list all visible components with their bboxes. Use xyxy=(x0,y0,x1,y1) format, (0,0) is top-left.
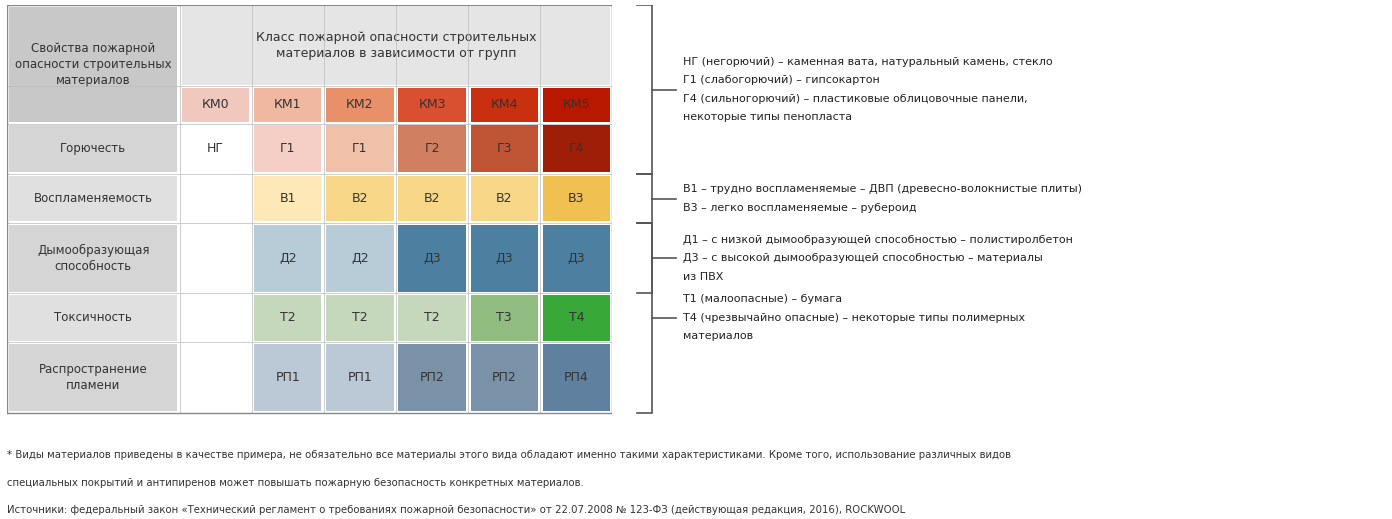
Text: КМ1: КМ1 xyxy=(274,99,302,112)
Text: Дымообразующая
способность: Дымообразующая способность xyxy=(38,244,149,273)
Text: материалов: материалов xyxy=(683,331,753,342)
Bar xyxy=(543,176,610,222)
Bar xyxy=(470,126,537,172)
Text: Свойства пожарной
опасности строительных
материалов: Свойства пожарной опасности строительных… xyxy=(15,42,171,87)
Bar xyxy=(10,126,177,172)
Bar xyxy=(398,176,466,222)
Text: КМ4: КМ4 xyxy=(490,99,518,112)
Text: Т1 (малоопасные) – бумага: Т1 (малоопасные) – бумага xyxy=(683,294,842,305)
Bar xyxy=(398,225,466,292)
Text: В2: В2 xyxy=(496,192,512,205)
Bar xyxy=(255,344,322,411)
Text: РП4: РП4 xyxy=(564,371,589,384)
Bar xyxy=(398,344,466,411)
Bar xyxy=(10,225,177,292)
Text: Т2: Т2 xyxy=(280,311,295,324)
Text: РП2: РП2 xyxy=(491,371,516,384)
Bar xyxy=(470,88,537,122)
Text: Д2: Д2 xyxy=(351,252,369,265)
Bar xyxy=(255,295,322,340)
Text: КМ2: КМ2 xyxy=(347,99,373,112)
Text: некоторые типы пенопласта: некоторые типы пенопласта xyxy=(683,112,852,122)
Bar xyxy=(543,344,610,411)
Text: В1: В1 xyxy=(280,192,296,205)
Text: Т2: Т2 xyxy=(425,311,440,324)
Bar xyxy=(470,344,537,411)
Text: Д1 – с низкой дымообразующей способностью – полистиролбетон: Д1 – с низкой дымообразующей способность… xyxy=(683,235,1073,245)
Bar xyxy=(326,88,394,122)
Text: Г1: Г1 xyxy=(280,142,295,155)
Bar xyxy=(182,295,249,340)
Text: Д3: Д3 xyxy=(423,252,441,265)
Bar xyxy=(543,126,610,172)
Text: РП2: РП2 xyxy=(420,371,444,384)
Text: из ПВХ: из ПВХ xyxy=(683,271,724,282)
Text: В3: В3 xyxy=(568,192,585,205)
Text: НГ (негорючий) – каменная вата, натуральный камень, стекло: НГ (негорючий) – каменная вата, натураль… xyxy=(683,57,1054,67)
Bar xyxy=(182,344,249,411)
Text: Г4: Г4 xyxy=(569,142,585,155)
Text: РП1: РП1 xyxy=(276,371,301,384)
Bar xyxy=(255,126,322,172)
Bar xyxy=(182,7,610,85)
Text: Г1: Г1 xyxy=(352,142,367,155)
Text: Распространение
пламени: Распространение пламени xyxy=(39,363,148,392)
Text: Д3 – с высокой дымообразующей способностью – материалы: Д3 – с высокой дымообразующей способност… xyxy=(683,253,1043,263)
Bar xyxy=(255,88,322,122)
Bar xyxy=(326,176,394,222)
Bar xyxy=(10,344,177,411)
Text: Класс пожарной опасности строительных
материалов в зависимости от групп: Класс пожарной опасности строительных ма… xyxy=(256,31,536,60)
Text: Токсичность: Токсичность xyxy=(54,311,132,324)
Text: КМ0: КМ0 xyxy=(202,99,230,112)
Bar xyxy=(543,225,610,292)
Bar xyxy=(182,176,249,222)
Bar xyxy=(470,176,537,222)
Bar xyxy=(326,344,394,411)
Text: Г2: Г2 xyxy=(425,142,440,155)
Bar xyxy=(182,225,249,292)
Bar xyxy=(326,126,394,172)
Bar xyxy=(182,88,249,122)
Bar xyxy=(398,126,466,172)
Text: Д3: Д3 xyxy=(496,252,514,265)
Text: В2: В2 xyxy=(352,192,367,205)
Text: КМ3: КМ3 xyxy=(419,99,445,112)
Bar xyxy=(10,7,177,122)
Bar xyxy=(326,295,394,340)
Text: Д3: Д3 xyxy=(568,252,585,265)
Text: Источники: федеральный закон «Технический регламент о требованиях пожарной безоп: Источники: федеральный закон «Технически… xyxy=(7,506,905,515)
Text: * Виды материалов приведены в качестве примера, не обязательно все материалы это: * Виды материалов приведены в качестве п… xyxy=(7,450,1011,460)
Bar xyxy=(182,126,249,172)
Bar xyxy=(255,176,322,222)
Text: КМ5: КМ5 xyxy=(562,99,590,112)
Text: Горючесть: Горючесть xyxy=(60,142,127,155)
Text: Г3: Г3 xyxy=(497,142,512,155)
Text: Воспламеняемость: Воспламеняемость xyxy=(33,192,153,205)
Text: РП1: РП1 xyxy=(348,371,372,384)
Text: специальных покрытий и антипиренов может повышать пожарную безопасность конкретн: специальных покрытий и антипиренов может… xyxy=(7,477,583,488)
Bar xyxy=(398,295,466,340)
Text: В3 – легко воспламеняемые – рубероид: В3 – легко воспламеняемые – рубероид xyxy=(683,203,917,213)
Text: Г1 (слабогорючий) – гипсокартон: Г1 (слабогорючий) – гипсокартон xyxy=(683,75,880,86)
Text: Т4: Т4 xyxy=(568,311,585,324)
Text: Г4 (сильногорючий) – пластиковые облицовочные панели,: Г4 (сильногорючий) – пластиковые облицов… xyxy=(683,94,1029,104)
Bar xyxy=(255,225,322,292)
Bar xyxy=(543,295,610,340)
Bar xyxy=(10,295,177,340)
Text: В2: В2 xyxy=(423,192,440,205)
Text: В1 – трудно воспламеняемые – ДВП (древесно-волокнистые плиты): В1 – трудно воспламеняемые – ДВП (древес… xyxy=(683,184,1083,195)
Text: Т3: Т3 xyxy=(497,311,512,324)
Bar xyxy=(10,176,177,222)
Text: Д2: Д2 xyxy=(278,252,296,265)
Bar xyxy=(470,295,537,340)
Bar xyxy=(326,225,394,292)
Bar xyxy=(398,88,466,122)
Bar xyxy=(470,225,537,292)
Text: Т2: Т2 xyxy=(352,311,367,324)
Text: Т4 (чрезвычайно опасные) – некоторые типы полимерных: Т4 (чрезвычайно опасные) – некоторые тип… xyxy=(683,313,1026,323)
Bar xyxy=(543,88,610,122)
Text: НГ: НГ xyxy=(207,142,224,155)
